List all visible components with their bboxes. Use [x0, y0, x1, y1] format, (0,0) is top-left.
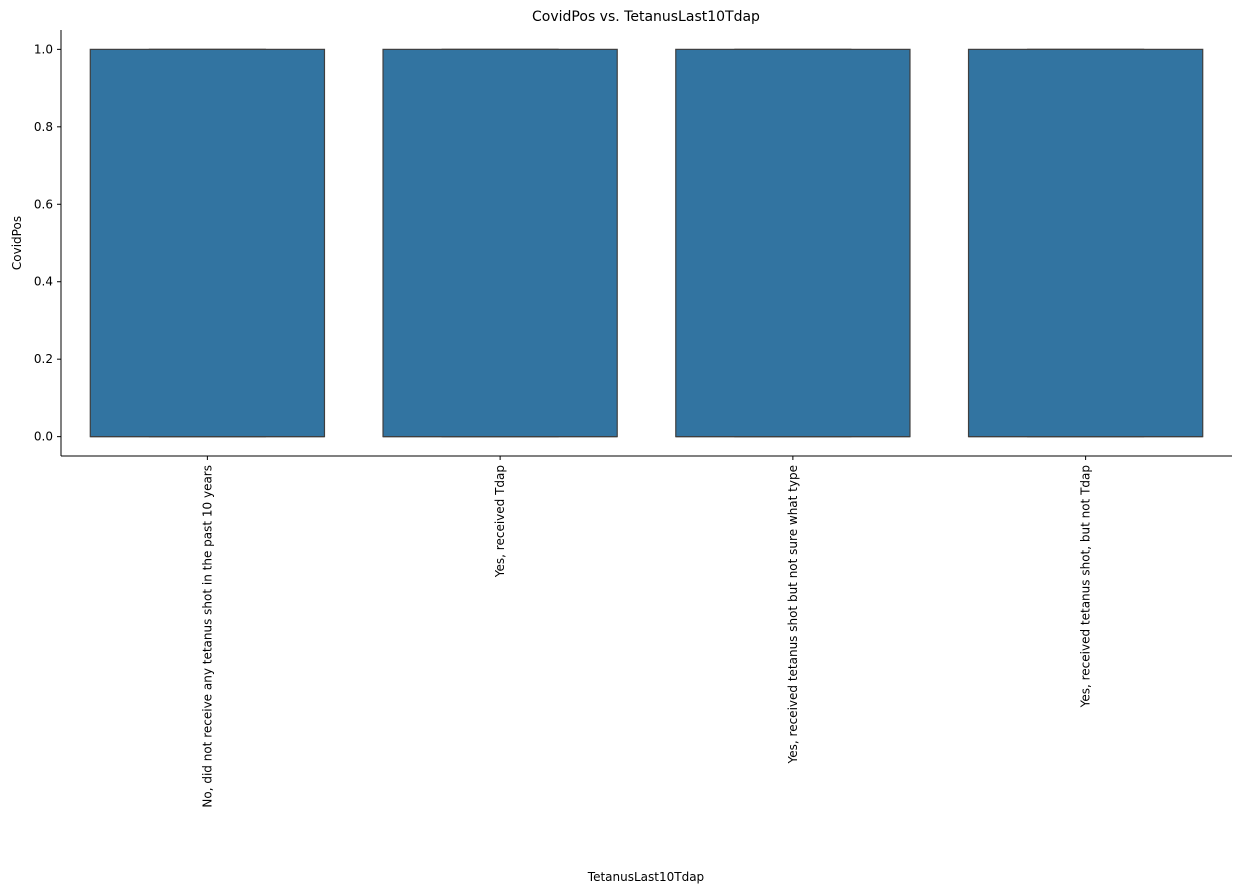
- y-tick-label: 0.6: [34, 197, 53, 211]
- x-ticks-layer: No, did not receive any tetanus shot in …: [200, 456, 1093, 808]
- y-tick-label: 0.8: [34, 120, 53, 134]
- y-tick-label: 0.2: [34, 352, 53, 366]
- box: [89, 48, 326, 438]
- boxes-layer: [89, 48, 1204, 438]
- box-group: [382, 48, 618, 438]
- y-axis-label: CovidPos: [10, 216, 24, 270]
- box: [967, 48, 1204, 438]
- y-tick-label: 0.0: [34, 430, 53, 444]
- x-tick-label: Yes, received tetanus shot but not sure …: [786, 465, 800, 764]
- x-axis-label: TetanusLast10Tdap: [587, 870, 704, 884]
- y-tick-label: 0.4: [34, 275, 53, 289]
- x-tick-label: Yes, received tetanus shot, but not Tdap: [1079, 465, 1093, 708]
- y-ticks-layer: 0.0 0.2 0.4 0.6 0.8 1.0: [34, 42, 61, 444]
- box: [382, 48, 618, 438]
- box: [675, 48, 911, 438]
- y-tick-label: 1.0: [34, 42, 53, 56]
- box-group: [89, 48, 326, 438]
- x-tick-label: Yes, received Tdap: [493, 465, 507, 578]
- box-group: [967, 48, 1204, 438]
- box-group: [675, 48, 911, 438]
- chart-title: CovidPos vs. TetanusLast10Tdap: [532, 9, 760, 25]
- x-tick-label: No, did not receive any tetanus shot in …: [200, 465, 214, 808]
